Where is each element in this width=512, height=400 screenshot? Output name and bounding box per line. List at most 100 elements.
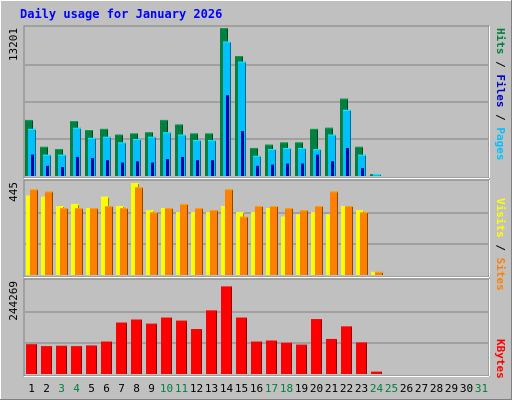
chart-title: Daily usage for January 2026 xyxy=(20,7,222,21)
bar-kbytes-day-11-fill xyxy=(176,320,187,374)
bar-files-day-13-fill xyxy=(208,140,216,176)
bar-kbytes-day-17 xyxy=(266,340,277,374)
bar-kbytes-day-22 xyxy=(341,326,352,374)
bar-pages-day-23-fill xyxy=(361,168,364,176)
bar-pages-day-7 xyxy=(121,162,124,176)
legend-visits: Visits xyxy=(494,198,507,238)
bar-sites-day-5-fill xyxy=(90,208,98,275)
legend-hits: Hits xyxy=(494,28,507,55)
bar-files-day-4-fill xyxy=(73,127,81,176)
y-right-label: Hits / Files / Pages xyxy=(494,28,507,161)
y-max-label: 244269 xyxy=(7,281,20,321)
x-tick-label-day-25: 25 xyxy=(385,382,398,395)
x-tick-label-day-28: 28 xyxy=(430,382,443,395)
y-right-label: Visits / Sites xyxy=(494,198,507,291)
bar-kbytes-day-22-fill xyxy=(341,326,352,374)
bar-files-day-18 xyxy=(283,147,291,176)
bar-files-day-9 xyxy=(148,136,156,176)
bar-sites-day-9 xyxy=(150,212,158,275)
bar-files-day-18-fill xyxy=(283,147,291,176)
bar-sites-day-18 xyxy=(285,208,293,275)
bar-sites-day-13 xyxy=(210,210,218,275)
x-tick-label-day-2: 2 xyxy=(43,382,50,395)
bar-sites-day-13-fill xyxy=(210,210,218,275)
panel-bottom: 244269 KBytes xyxy=(7,278,507,379)
bar-pages-day-4-fill xyxy=(76,156,79,176)
bar-pages-day-22-fill xyxy=(346,147,349,176)
x-tick-label-day-16: 16 xyxy=(250,382,263,395)
bar-pages-day-18 xyxy=(286,163,289,176)
bar-sites-day-10 xyxy=(165,208,173,275)
bar-sites-day-3-fill xyxy=(60,208,68,275)
bar-pages-day-17-fill xyxy=(271,164,274,176)
bar-files-day-19 xyxy=(298,147,306,176)
bar-sites-day-8 xyxy=(135,187,143,275)
bar-files-day-21 xyxy=(328,134,336,176)
bar-kbytes-day-8 xyxy=(131,319,142,374)
bar-sites-day-15-fill xyxy=(240,216,248,275)
x-tick-label-day-27: 27 xyxy=(415,382,428,395)
bar-pages-day-21-fill xyxy=(331,161,334,176)
bar-pages-day-15 xyxy=(241,131,244,176)
bar-sites-day-3 xyxy=(60,208,68,275)
y-max-label: 445 xyxy=(7,182,20,202)
x-tick-label-day-14: 14 xyxy=(220,382,234,395)
bar-pages-day-20 xyxy=(316,154,319,176)
bar-kbytes-day-7 xyxy=(116,322,127,374)
bar-sites-day-4 xyxy=(75,208,83,275)
bar-sites-day-4-fill xyxy=(75,208,83,275)
bar-pages-day-15-fill xyxy=(241,131,244,176)
x-tick-label-day-5: 5 xyxy=(88,382,95,395)
bar-files-day-24-fill xyxy=(373,173,381,176)
bar-files-day-12-fill xyxy=(193,140,201,176)
bar-kbytes-day-12-fill xyxy=(191,329,202,374)
x-tick-label-day-15: 15 xyxy=(235,382,248,395)
bar-kbytes-day-1 xyxy=(26,344,37,374)
bar-pages-day-14 xyxy=(226,95,229,176)
bar-files-day-6-fill xyxy=(103,136,111,176)
bar-files-day-17 xyxy=(268,149,276,176)
bar-kbytes-day-20 xyxy=(311,319,322,374)
bar-files-day-11 xyxy=(178,134,186,176)
x-tick-label-day-1: 1 xyxy=(28,382,35,395)
bar-files-day-17-fill xyxy=(268,149,276,176)
bar-files-day-6 xyxy=(103,136,111,176)
bar-files-day-3-fill xyxy=(58,154,66,176)
bar-kbytes-day-4 xyxy=(71,346,82,374)
bar-pages-day-1 xyxy=(31,154,34,176)
bar-kbytes-day-23 xyxy=(356,342,367,374)
x-tick-label-day-31: 31 xyxy=(475,382,488,395)
bar-pages-day-21 xyxy=(331,161,334,176)
bar-sites-day-1 xyxy=(30,189,38,275)
bar-sites-day-19 xyxy=(300,210,308,275)
bar-kbytes-day-8-fill xyxy=(131,319,142,374)
bar-pages-day-9-fill xyxy=(151,162,154,176)
bar-pages-day-18-fill xyxy=(286,163,289,176)
x-tick-label-day-11: 11 xyxy=(175,382,188,395)
bar-pages-day-16-fill xyxy=(256,165,259,176)
x-tick-label-day-12: 12 xyxy=(190,382,203,395)
bar-kbytes-day-16 xyxy=(251,341,262,374)
bar-files-day-5 xyxy=(88,137,96,176)
bar-pages-day-16 xyxy=(256,165,259,176)
bar-files-day-2-fill xyxy=(43,154,51,176)
bar-kbytes-day-9-fill xyxy=(146,323,157,374)
x-tick-label-day-20: 20 xyxy=(310,382,323,395)
x-tick-label-day-19: 19 xyxy=(295,382,308,395)
bar-sites-day-8-fill xyxy=(135,187,143,275)
bar-kbytes-day-4-fill xyxy=(71,346,82,374)
bar-pages-day-11-fill xyxy=(181,156,184,176)
bar-pages-day-19 xyxy=(301,163,304,176)
x-tick-label-day-4: 4 xyxy=(73,382,80,395)
x-tick-label-day-10: 10 xyxy=(160,382,173,395)
legend-sep: / xyxy=(494,55,507,75)
bar-sites-day-14 xyxy=(225,189,233,275)
panel-middle: 445 Visits / Sites xyxy=(7,179,507,291)
bar-kbytes-day-14 xyxy=(221,286,232,374)
x-tick-label-day-18: 18 xyxy=(280,382,293,395)
bar-pages-day-5-fill xyxy=(91,158,94,176)
bar-pages-day-4 xyxy=(76,156,79,176)
bar-files-day-7-fill xyxy=(118,142,126,176)
bar-sites-day-18-fill xyxy=(285,208,293,275)
